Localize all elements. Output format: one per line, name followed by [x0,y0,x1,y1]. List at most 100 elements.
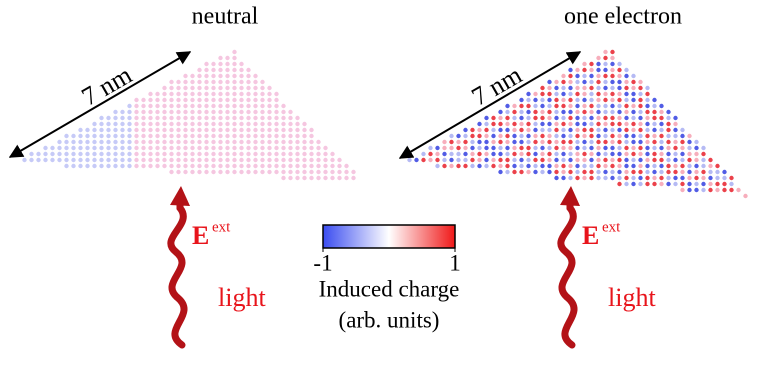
lattice-site [183,79,188,85]
lattice-site [92,133,97,139]
lattice-site [701,163,706,169]
lattice-site [337,175,342,181]
lattice-site [267,109,272,115]
lattice-site [155,115,160,121]
lattice-site [652,109,657,115]
lattice-site [246,157,251,163]
lattice-site [260,169,265,175]
lattice-site [680,139,685,145]
lattice-site [211,91,216,97]
lattice-site [596,67,601,73]
lattice-site [568,67,573,73]
lattice-site [281,157,286,163]
lattice-site [491,115,496,121]
lattice-site [533,145,538,151]
lattice-site [638,91,643,97]
lattice-site [232,121,237,127]
lattice-site [589,151,594,157]
lattice-site [547,109,552,115]
lattice-site [197,133,202,139]
lattice-site [512,103,517,109]
lattice-site [519,145,524,151]
lattice-site [582,139,587,145]
lattice-site [519,121,524,127]
lattice-site [85,145,90,151]
lattice-site [442,163,447,169]
lattice-site [673,157,678,163]
lattice-site [603,61,608,67]
lattice-site [554,91,559,97]
lattice-site [148,127,153,133]
lattice-site [631,139,636,145]
lattice-site [267,151,272,157]
lattice-site [246,163,251,169]
lattice-site [309,163,314,169]
lattice-site [610,109,615,115]
lattice-site [183,73,188,79]
lattice-site [547,133,552,139]
lattice-site [120,139,125,145]
lattice-site [449,163,454,169]
lattice-site [211,139,216,145]
lattice-site [582,79,587,85]
lattice-site [631,157,636,163]
lattice-site [323,163,328,169]
lattice-site [183,163,188,169]
lattice-site [687,187,692,193]
lattice-site [624,91,629,97]
lattice-site [631,79,636,85]
lattice-site [568,139,573,145]
lattice-site [232,127,237,133]
lattice-site [169,97,174,103]
lattice-site [239,121,244,127]
lattice-site [568,73,573,79]
lattice-site [225,121,230,127]
lattice-site [617,127,622,133]
lattice-site [113,151,118,157]
lattice-site [225,73,230,79]
lattice-site [547,79,552,85]
lattice-site [603,85,608,91]
lattice-site [638,157,643,163]
lattice-site [624,181,629,187]
lattice-site [596,169,601,175]
lattice-site [190,97,195,103]
lattice-site [281,163,286,169]
lattice-site [575,67,580,73]
lattice-site [512,115,517,121]
lattice-site [225,109,230,115]
lattice-site [92,157,97,163]
scale-label: 7 nm [467,60,527,111]
lattice-site [687,169,692,175]
lattice-site [470,139,475,145]
lattice-site [204,79,209,85]
lattice-site [554,157,559,163]
lattice-site [603,103,608,109]
lattice-site [645,139,650,145]
lattice-site [148,139,153,145]
lattice-site [470,145,475,151]
lattice-site [92,163,97,169]
lattice-site [302,157,307,163]
lattice-site [218,109,223,115]
lattice-site [148,97,153,103]
lattice-site [491,127,496,133]
lattice-site [477,163,482,169]
lattice-site [561,151,566,157]
lattice-site [477,127,482,133]
lattice-site [239,67,244,73]
lattice-site [148,157,153,163]
lattice-site [645,145,650,151]
lattice-site [631,121,636,127]
lattice-site [169,139,174,145]
lattice-site [624,109,629,115]
lattice-site [617,157,622,163]
lattice-site [225,115,230,121]
lattice-site [281,103,286,109]
lattice-site [197,103,202,109]
lattice-site [673,133,678,139]
lattice-site [519,109,524,115]
lattice-site [92,145,97,151]
lattice-site [197,115,202,121]
lattice-site [99,157,104,163]
